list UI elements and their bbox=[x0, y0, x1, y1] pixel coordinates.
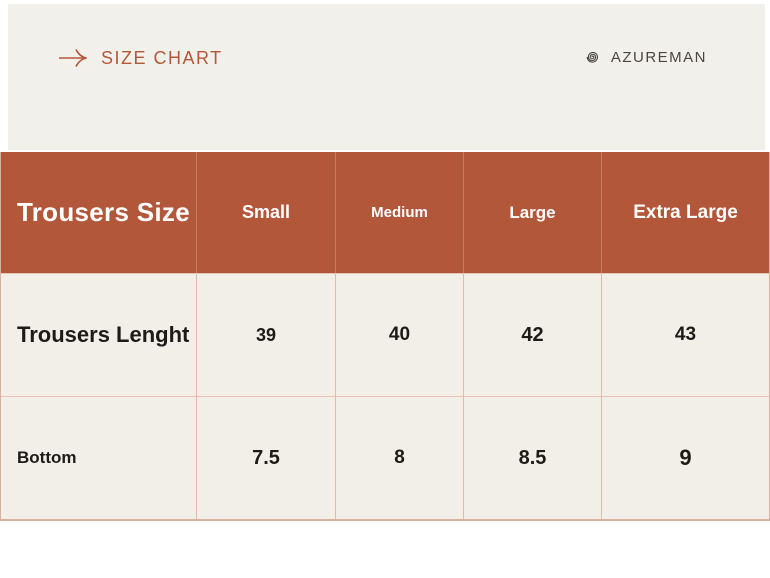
header-cell-small: Small bbox=[196, 152, 335, 273]
cell-trousers-lenght-small: 39 bbox=[196, 273, 335, 396]
page-title: SIZE CHART bbox=[101, 47, 223, 68]
cell-bottom-large: 8.5 bbox=[463, 396, 601, 519]
top-panel: SIZE CHART AZUREMAN bbox=[8, 4, 765, 150]
cell-trousers-lenght-extra-large: 43 bbox=[601, 273, 769, 396]
cell-bottom-extra-large: 9 bbox=[601, 396, 769, 519]
page-title-group: SIZE CHART bbox=[58, 46, 223, 70]
brand-name: AZUREMAN bbox=[610, 48, 707, 66]
brand-logo-group: AZUREMAN bbox=[581, 46, 707, 68]
row-label-bottom: Bottom bbox=[1, 396, 196, 519]
header-cell-large: Large bbox=[463, 152, 601, 273]
header-cell-medium: Medium bbox=[335, 152, 463, 273]
row-label-trousers-lenght: Trousers Lenght bbox=[1, 273, 196, 396]
cell-bottom-medium: 8 bbox=[335, 396, 463, 519]
cell-trousers-lenght-large: 42 bbox=[463, 273, 601, 396]
size-chart-table: Trousers Size Small Medium Large Extra L… bbox=[0, 152, 770, 521]
arrow-right-icon bbox=[58, 46, 88, 70]
cell-trousers-lenght-medium: 40 bbox=[335, 273, 463, 396]
header-cell-extra-large: Extra Large bbox=[601, 152, 769, 273]
header-cell-trousers-size: Trousers Size bbox=[1, 152, 196, 273]
azureman-spiral-logo-icon bbox=[581, 46, 603, 68]
cell-bottom-small: 7.5 bbox=[196, 396, 335, 519]
